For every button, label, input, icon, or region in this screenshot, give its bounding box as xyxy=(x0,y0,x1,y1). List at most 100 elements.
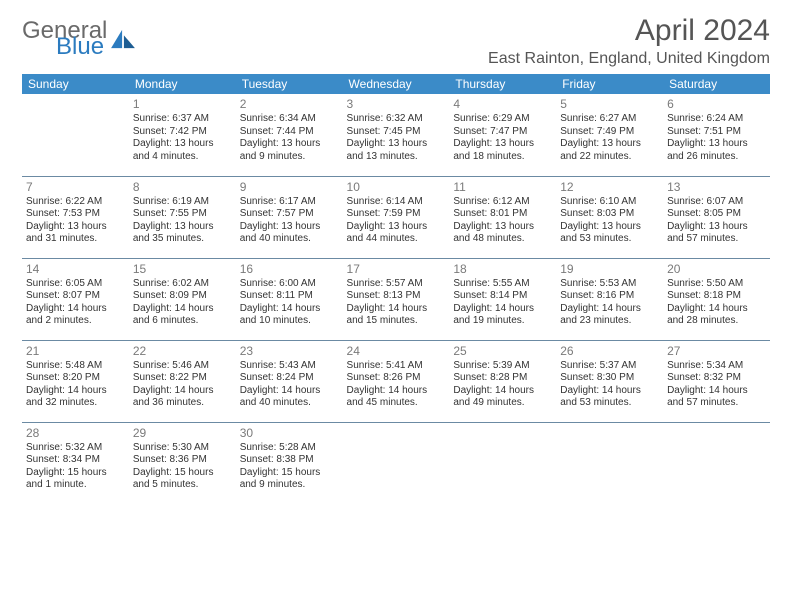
calendar-day: 21Sunrise: 5:48 AMSunset: 8:20 PMDayligh… xyxy=(22,340,129,422)
calendar-day: 17Sunrise: 5:57 AMSunset: 8:13 PMDayligh… xyxy=(343,258,450,340)
calendar-day: 23Sunrise: 5:43 AMSunset: 8:24 PMDayligh… xyxy=(236,340,343,422)
sunrise-line: Sunrise: 6:29 AM xyxy=(453,113,552,126)
weekday-header: Sunday xyxy=(22,74,129,94)
calendar-day: 1Sunrise: 6:37 AMSunset: 7:42 PMDaylight… xyxy=(129,94,236,176)
sunrise-line: Sunrise: 6:22 AM xyxy=(26,196,125,209)
sunrise-line: Sunrise: 6:02 AM xyxy=(133,278,232,291)
calendar-day: 8Sunrise: 6:19 AMSunset: 7:55 PMDaylight… xyxy=(129,176,236,258)
sunset-line: Sunset: 8:26 PM xyxy=(347,372,446,385)
day-number: 6 xyxy=(667,97,766,112)
sunrise-line: Sunrise: 5:53 AM xyxy=(560,278,659,291)
sunrise-line: Sunrise: 5:39 AM xyxy=(453,360,552,373)
calendar-day: 11Sunrise: 6:12 AMSunset: 8:01 PMDayligh… xyxy=(449,176,556,258)
sunrise-line: Sunrise: 5:37 AM xyxy=(560,360,659,373)
daylight-line: Daylight: 13 hours and 57 minutes. xyxy=(667,221,766,246)
month-title: April 2024 xyxy=(488,14,770,48)
calendar-day: 18Sunrise: 5:55 AMSunset: 8:14 PMDayligh… xyxy=(449,258,556,340)
daylight-line: Daylight: 14 hours and 6 minutes. xyxy=(133,303,232,328)
sunrise-line: Sunrise: 6:37 AM xyxy=(133,113,232,126)
weekday-header: Wednesday xyxy=(343,74,450,94)
day-number: 21 xyxy=(26,344,125,359)
sunset-line: Sunset: 8:34 PM xyxy=(26,454,125,467)
sunrise-line: Sunrise: 6:14 AM xyxy=(347,196,446,209)
sunrise-line: Sunrise: 6:32 AM xyxy=(347,113,446,126)
sunset-line: Sunset: 7:53 PM xyxy=(26,208,125,221)
calendar-day: 6Sunrise: 6:24 AMSunset: 7:51 PMDaylight… xyxy=(663,94,770,176)
sunset-line: Sunset: 7:51 PM xyxy=(667,126,766,139)
daylight-line: Daylight: 14 hours and 36 minutes. xyxy=(133,385,232,410)
sunset-line: Sunset: 8:14 PM xyxy=(453,290,552,303)
day-number: 18 xyxy=(453,262,552,277)
sunrise-line: Sunrise: 6:00 AM xyxy=(240,278,339,291)
calendar-empty xyxy=(343,422,450,504)
daylight-line: Daylight: 14 hours and 57 minutes. xyxy=(667,385,766,410)
calendar-day: 5Sunrise: 6:27 AMSunset: 7:49 PMDaylight… xyxy=(556,94,663,176)
sunset-line: Sunset: 8:05 PM xyxy=(667,208,766,221)
sunset-line: Sunset: 8:03 PM xyxy=(560,208,659,221)
day-number: 7 xyxy=(26,180,125,195)
sunrise-line: Sunrise: 5:32 AM xyxy=(26,442,125,455)
calendar-day: 29Sunrise: 5:30 AMSunset: 8:36 PMDayligh… xyxy=(129,422,236,504)
day-number: 13 xyxy=(667,180,766,195)
day-number: 25 xyxy=(453,344,552,359)
daylight-line: Daylight: 13 hours and 48 minutes. xyxy=(453,221,552,246)
calendar-day: 28Sunrise: 5:32 AMSunset: 8:34 PMDayligh… xyxy=(22,422,129,504)
calendar-empty xyxy=(449,422,556,504)
sunrise-line: Sunrise: 5:46 AM xyxy=(133,360,232,373)
daylight-line: Daylight: 13 hours and 22 minutes. xyxy=(560,138,659,163)
sunset-line: Sunset: 8:11 PM xyxy=(240,290,339,303)
weekday-header: Saturday xyxy=(663,74,770,94)
daylight-line: Daylight: 14 hours and 2 minutes. xyxy=(26,303,125,328)
calendar-empty xyxy=(22,94,129,176)
sunset-line: Sunset: 7:47 PM xyxy=(453,126,552,139)
sunrise-line: Sunrise: 5:57 AM xyxy=(347,278,446,291)
calendar-day: 2Sunrise: 6:34 AMSunset: 7:44 PMDaylight… xyxy=(236,94,343,176)
daylight-line: Daylight: 13 hours and 18 minutes. xyxy=(453,138,552,163)
sunrise-line: Sunrise: 5:43 AM xyxy=(240,360,339,373)
weekday-header: Friday xyxy=(556,74,663,94)
logo-sail-icon xyxy=(109,28,137,50)
sunrise-line: Sunrise: 6:24 AM xyxy=(667,113,766,126)
sunrise-line: Sunrise: 5:55 AM xyxy=(453,278,552,291)
daylight-line: Daylight: 15 hours and 9 minutes. xyxy=(240,467,339,492)
daylight-line: Daylight: 13 hours and 26 minutes. xyxy=(667,138,766,163)
sunrise-line: Sunrise: 6:12 AM xyxy=(453,196,552,209)
calendar-day: 25Sunrise: 5:39 AMSunset: 8:28 PMDayligh… xyxy=(449,340,556,422)
calendar-day: 16Sunrise: 6:00 AMSunset: 8:11 PMDayligh… xyxy=(236,258,343,340)
sunset-line: Sunset: 8:01 PM xyxy=(453,208,552,221)
day-number: 5 xyxy=(560,97,659,112)
daylight-line: Daylight: 15 hours and 5 minutes. xyxy=(133,467,232,492)
day-number: 29 xyxy=(133,426,232,441)
calendar-day: 30Sunrise: 5:28 AMSunset: 8:38 PMDayligh… xyxy=(236,422,343,504)
sunrise-line: Sunrise: 5:30 AM xyxy=(133,442,232,455)
daylight-line: Daylight: 15 hours and 1 minute. xyxy=(26,467,125,492)
weekday-header: Thursday xyxy=(449,74,556,94)
sunset-line: Sunset: 8:30 PM xyxy=(560,372,659,385)
calendar-day: 7Sunrise: 6:22 AMSunset: 7:53 PMDaylight… xyxy=(22,176,129,258)
day-number: 2 xyxy=(240,97,339,112)
daylight-line: Daylight: 14 hours and 23 minutes. xyxy=(560,303,659,328)
day-number: 10 xyxy=(347,180,446,195)
calendar-empty xyxy=(663,422,770,504)
location: East Rainton, England, United Kingdom xyxy=(488,50,770,68)
sunset-line: Sunset: 8:09 PM xyxy=(133,290,232,303)
day-number: 3 xyxy=(347,97,446,112)
day-number: 11 xyxy=(453,180,552,195)
sunset-line: Sunset: 8:20 PM xyxy=(26,372,125,385)
sunset-line: Sunset: 8:24 PM xyxy=(240,372,339,385)
calendar-day: 3Sunrise: 6:32 AMSunset: 7:45 PMDaylight… xyxy=(343,94,450,176)
daylight-line: Daylight: 13 hours and 44 minutes. xyxy=(347,221,446,246)
daylight-line: Daylight: 14 hours and 49 minutes. xyxy=(453,385,552,410)
day-number: 14 xyxy=(26,262,125,277)
day-number: 8 xyxy=(133,180,232,195)
day-number: 23 xyxy=(240,344,339,359)
sunrise-line: Sunrise: 5:50 AM xyxy=(667,278,766,291)
sunset-line: Sunset: 8:28 PM xyxy=(453,372,552,385)
day-number: 16 xyxy=(240,262,339,277)
daylight-line: Daylight: 13 hours and 13 minutes. xyxy=(347,138,446,163)
calendar-day: 24Sunrise: 5:41 AMSunset: 8:26 PMDayligh… xyxy=(343,340,450,422)
day-number: 9 xyxy=(240,180,339,195)
sunset-line: Sunset: 7:49 PM xyxy=(560,126,659,139)
daylight-line: Daylight: 14 hours and 32 minutes. xyxy=(26,385,125,410)
calendar-day: 19Sunrise: 5:53 AMSunset: 8:16 PMDayligh… xyxy=(556,258,663,340)
